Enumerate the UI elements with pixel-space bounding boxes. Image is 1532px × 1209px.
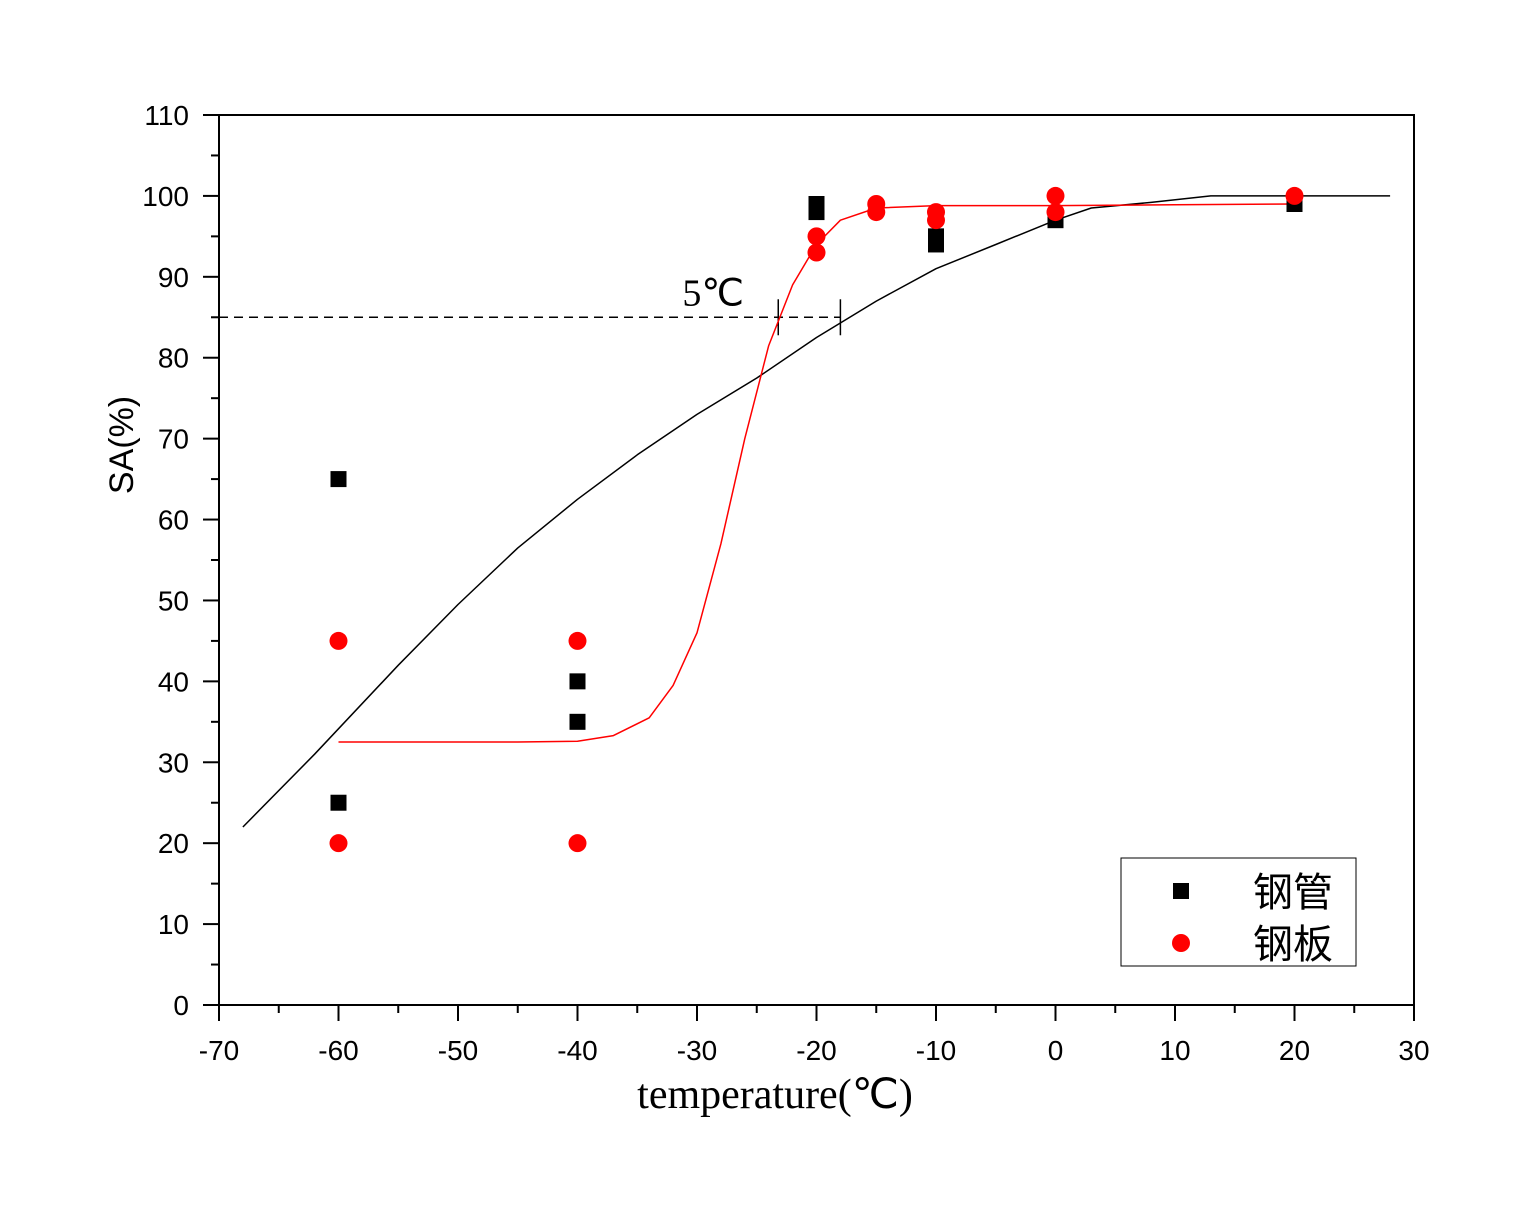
legend: 钢管 钢板 xyxy=(1120,857,1357,968)
y-tick-label: 10 xyxy=(158,909,189,940)
x-tick-label: -60 xyxy=(318,1035,358,1066)
x-tick-label: -70 xyxy=(199,1035,239,1066)
data-point-steel-plate xyxy=(807,227,826,246)
data-point-steel-pipe xyxy=(808,204,825,221)
data-point-steel-plate xyxy=(867,203,886,222)
data-point-steel-plate xyxy=(568,631,587,650)
y-tick-label: 70 xyxy=(158,424,189,455)
data-markers xyxy=(329,186,1304,853)
legend-marker-steel-pipe xyxy=(1173,883,1189,899)
y-tick-label: 100 xyxy=(142,181,189,212)
legend-box xyxy=(1120,857,1357,967)
fit-curve-steel-plate xyxy=(338,203,1295,743)
y-tick-label: 0 xyxy=(173,990,189,1021)
y-tick-label: 110 xyxy=(144,100,189,131)
fit-curve-steel-pipe xyxy=(242,195,1391,828)
data-point-steel-plate xyxy=(568,834,587,853)
x-tick-label: 30 xyxy=(1398,1035,1429,1066)
data-point-steel-plate xyxy=(329,631,348,650)
data-point-steel-plate xyxy=(329,834,348,853)
y-axis: 0 10 20 30 40 50 60 70 80 90 100 110 xyxy=(142,100,219,1021)
x-tick-label: 20 xyxy=(1279,1035,1310,1066)
data-point-steel-plate xyxy=(807,243,826,262)
data-point-steel-pipe xyxy=(569,713,586,730)
y-tick-label: 60 xyxy=(158,505,189,536)
legend-label-steel-pipe: 钢管 xyxy=(1253,870,1333,916)
y-tick-label: 50 xyxy=(158,585,189,616)
data-point-steel-pipe xyxy=(330,794,347,811)
y-tick-label: 20 xyxy=(158,828,189,859)
y-tick-label: 90 xyxy=(158,262,189,293)
data-point-steel-pipe xyxy=(330,471,347,488)
data-point-steel-plate xyxy=(1046,203,1065,222)
data-point-steel-pipe xyxy=(569,673,586,690)
x-tick-label: 0 xyxy=(1048,1035,1064,1066)
y-tick-label: 80 xyxy=(158,343,189,374)
y-axis-label: SA(%) xyxy=(103,396,141,494)
data-point-steel-pipe xyxy=(928,236,944,253)
x-tick-label: -30 xyxy=(677,1035,717,1066)
legend-marker-steel-plate xyxy=(1172,934,1190,952)
y-tick-label: 40 xyxy=(158,666,189,697)
data-point-steel-plate xyxy=(1046,186,1065,205)
data-point-steel-plate xyxy=(1285,186,1304,205)
x-tick-label: -50 xyxy=(438,1035,478,1066)
data-point-steel-plate xyxy=(927,211,945,230)
x-tick-label: 10 xyxy=(1159,1035,1190,1066)
y-tick-label: 30 xyxy=(158,747,189,778)
x-axis: -70 -60 -50 -40 -30 -20 -10 0 10 20 30 xyxy=(199,1005,1430,1066)
delta-annotation-label: 5℃ xyxy=(682,272,744,314)
annotation-group: 5℃ xyxy=(219,272,842,336)
fit-curves xyxy=(242,195,1391,828)
x-axis-label: temperature(℃) xyxy=(637,1072,913,1118)
x-tick-label: -20 xyxy=(796,1035,836,1066)
legend-label-steel-plate: 钢板 xyxy=(1253,922,1333,968)
x-tick-label: -40 xyxy=(557,1035,597,1066)
x-tick-label: -10 xyxy=(916,1035,956,1066)
